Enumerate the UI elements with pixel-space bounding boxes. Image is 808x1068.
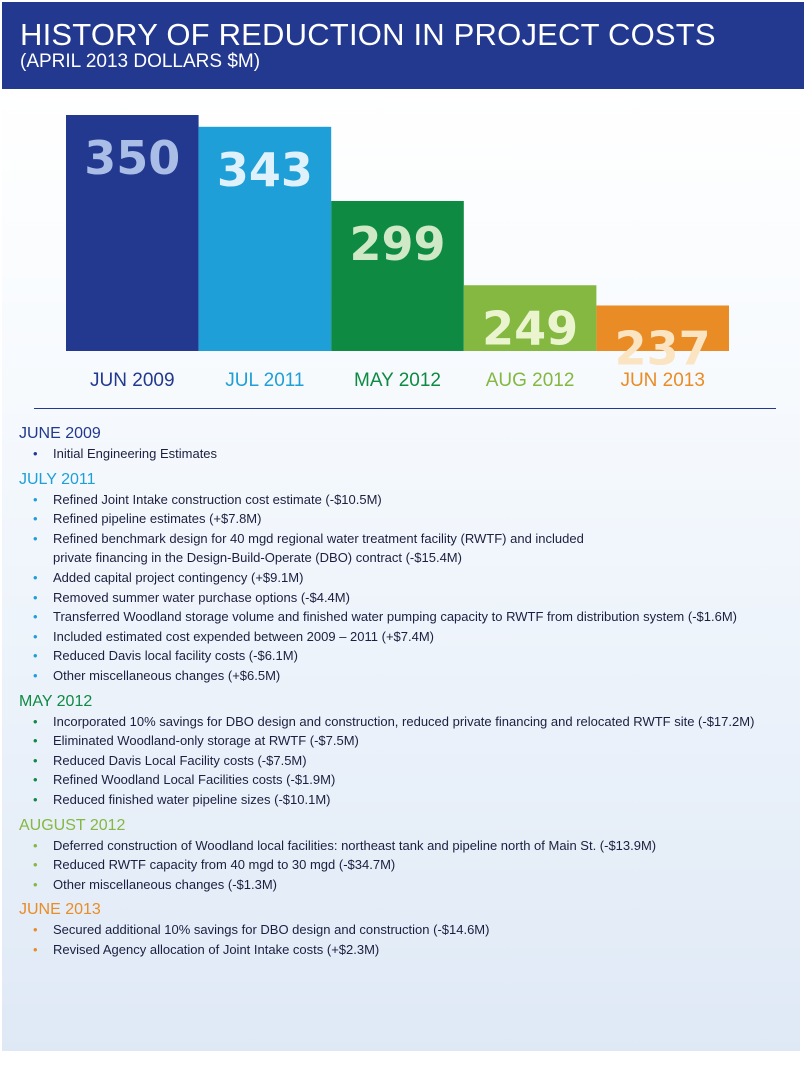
section-title: JUNE 2013 [19, 901, 101, 919]
category-label-may-2012: MAY 2012 [354, 370, 441, 391]
list-item: • Refined Woodland Local Facilities costs… [19, 770, 789, 790]
bullet-icon: • [33, 491, 38, 507]
section-title: JULY 2011 [19, 470, 96, 488]
cost-bar-chart: 350 JUN 2009 343 JUL 2011 299 MAY 2012 249 AUG … [66, 115, 729, 391]
bullet-icon: • [33, 733, 38, 749]
list-item-text: Initial Engineering Estimates [53, 446, 218, 461]
list-item-text: Incorporated 10% savings for DBO design … [53, 713, 755, 729]
bullet-icon: • [33, 446, 38, 461]
bullet-icon: • [33, 589, 38, 605]
list-item: • Reduced RWTF capacity from 40 mgd to 30… [19, 855, 789, 875]
list-item-text: Added capital project contingency (+$9.1… [53, 569, 304, 585]
notes-section: AUGUST 2012 • Deferred construction of Woo… [19, 816, 789, 895]
list-item-text: private financing in the Design-Build-Op… [53, 550, 462, 566]
notes-section: MAY 2012 • Incorporated 10% savings for DB… [19, 692, 789, 810]
header-banner: HISTORY OF REDUCTION IN PROJECT COSTS (A… [2, 2, 804, 89]
list-item-text: Other miscellaneous changes (+$6.5M) [53, 667, 281, 683]
bullet-icon: • [33, 648, 38, 664]
list-item: • Secured additional 10% savings for DBO … [19, 920, 789, 940]
bullet-icon: • [33, 941, 38, 957]
bar-jun-2013 [596, 305, 729, 351]
list-item-text: Other miscellaneous changes (-$1.3M) [53, 876, 277, 892]
list-item-text: Reduced finished water pipeline sizes (-… [53, 791, 331, 807]
list-item: • Reduced finished water pipeline sizes (… [19, 790, 789, 810]
bullet-icon: • [33, 569, 38, 585]
list-item-text: Deferred construction of Woodland local … [53, 837, 657, 853]
list-item: • Other miscellaneous changes (-$1.3M) [19, 875, 789, 895]
bar-value-label: 299 [349, 217, 445, 271]
notes-section: JUNE 2009 • Initial Engineering Estimates [19, 424, 789, 464]
list-item: • Transferred Woodland storage volume and… [19, 607, 789, 627]
bar-value-label: 350 [84, 131, 180, 185]
category-label-jun-2013: JUN 2013 [620, 370, 705, 391]
bullet-icon: • [33, 876, 38, 892]
list-item: • Refined Joint Intake construction cost … [19, 490, 789, 510]
list-item: • Revised Agency allocation of Joint Inta… [19, 940, 789, 960]
category-label-jun-2009: JUN 2009 [90, 370, 175, 391]
bullet-icon: • [33, 713, 38, 729]
bar-value-label: 237 [615, 321, 711, 375]
list-item: • Reduced Davis local facility costs (-$6… [19, 646, 789, 666]
list-item: • Initial Engineering Estimates [19, 444, 789, 464]
list-item: • Refined benchmark design for 40 mgd reg… [19, 529, 789, 568]
bullet-icon: • [33, 857, 38, 873]
bullet-icon: • [33, 667, 38, 683]
notes-section: JULY 2011 • Refined Joint Intake construct… [19, 470, 789, 686]
section-title: JUNE 2009 [19, 425, 101, 442]
bar-aug-2012 [463, 285, 597, 351]
list-item: • Deferred construction of Woodland local… [19, 836, 789, 856]
category-label-jul-2011: JUL 2011 [225, 370, 304, 391]
bullet-icon: • [33, 609, 38, 625]
section-title: AUGUST 2012 [19, 816, 126, 834]
bullet-icon: • [33, 922, 38, 938]
list-item: • Refined pipeline estimates (+$7.8M) [19, 509, 789, 529]
list-item: • Incorporated 10% savings for DBO design… [19, 712, 789, 732]
list-item-text: Secured additional 10% savings for DBO d… [53, 922, 490, 938]
page-subtitle: (APRIL 2013 DOLLARS $M) [20, 51, 261, 72]
page-title: HISTORY OF REDUCTION IN PROJECT COSTS [20, 17, 716, 52]
list-item-text: Refined pipeline estimates (+$7.8M) [53, 511, 262, 527]
notes-section: JUNE 2013 • Secured additional 10% savings… [19, 900, 789, 959]
section-title: MAY 2012 [19, 692, 93, 710]
bullet-icon: • [33, 752, 38, 768]
list-item-text: Included estimated cost expended between… [53, 628, 434, 644]
list-item-text: Reduced RWTF capacity from 40 mgd to 30 … [53, 857, 396, 873]
bullet-icon: • [33, 772, 38, 788]
bullet-icon: • [33, 530, 38, 546]
bar-value-label: 249 [482, 301, 578, 355]
chart-divider [34, 408, 776, 409]
list-item-text: Eliminated Woodland-only storage at RWTF… [53, 733, 359, 749]
list-item-text: Refined Joint Intake construction cost e… [53, 491, 382, 507]
bar-may-2012 [331, 200, 464, 351]
bullet-icon: • [33, 837, 38, 853]
bar-value-label: 343 [217, 143, 313, 197]
list-item-text: Refined Woodland Local Facilities costs … [53, 772, 336, 788]
list-item: • Other miscellaneous changes (+$6.5M) [19, 666, 789, 686]
list-item-text: Revised Agency allocation of Joint Intak… [53, 941, 380, 957]
list-item: • Eliminated Woodland-only storage at RWT… [19, 731, 789, 751]
list-item: • Removed summer water purchase options (… [19, 588, 789, 608]
list-item: • Included estimated cost expended betwee… [19, 627, 789, 647]
category-label-aug-2012: AUG 2012 [486, 370, 575, 391]
bar-jul-2011 [198, 126, 332, 351]
bullet-icon: • [33, 628, 38, 644]
bar-jun-2009 [66, 115, 199, 351]
list-item-text: Transferred Woodland storage volume and … [53, 609, 737, 625]
list-item: • Reduced Davis Local Facility costs (-$7… [19, 751, 789, 771]
bullet-icon: • [33, 791, 38, 807]
list-item-text: Removed summer water purchase options (-… [53, 589, 350, 605]
list-item: • Added capital project contingency (+$9.… [19, 568, 789, 588]
list-item-text: Reduced Davis local facility costs (-$6.… [53, 648, 298, 664]
list-item-text: Reduced Davis Local Facility costs (-$7.… [53, 752, 307, 768]
list-item-text: Refined benchmark design for 40 mgd regi… [53, 530, 584, 546]
cost-change-notes: JUNE 2009 • Initial Engineering Estimates J… [19, 424, 789, 959]
bullet-icon: • [33, 511, 38, 527]
